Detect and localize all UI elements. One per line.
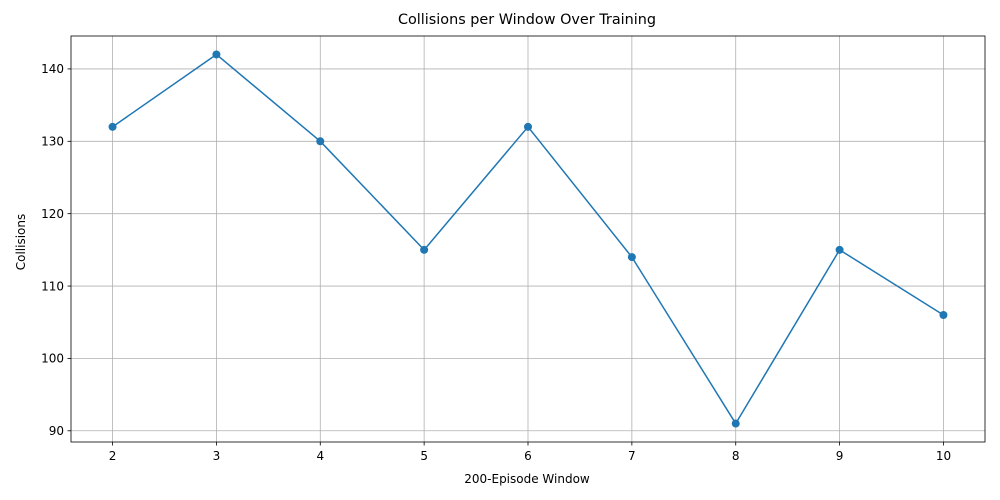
y-tick-label: 100	[41, 352, 64, 366]
data-point	[108, 122, 117, 131]
x-tick-label: 4	[316, 449, 324, 463]
data-point	[524, 122, 532, 131]
data-point	[835, 245, 844, 254]
x-tick-label: 5	[420, 449, 428, 463]
data-point	[939, 310, 948, 319]
y-axis-ticks: 90 100 110 120 130 140	[41, 62, 71, 438]
x-axis-label: 200-Episode Window	[464, 472, 590, 486]
y-tick-label: 120	[41, 207, 64, 221]
data-point	[420, 245, 429, 254]
x-tick-label: 3	[213, 449, 221, 463]
x-tick-label: 2	[109, 449, 117, 463]
grid	[71, 36, 985, 442]
data-point	[212, 50, 221, 59]
x-tick-label: 9	[836, 449, 844, 463]
data-point	[627, 253, 636, 262]
data-point	[731, 419, 740, 428]
plot-frame	[70, 35, 986, 443]
y-axis-label: Collisions	[14, 214, 28, 271]
y-tick-label: 130	[41, 135, 64, 149]
x-tick-label: 8	[732, 449, 740, 463]
chart-title: Collisions per Window Over Training	[398, 12, 656, 28]
series-group	[108, 50, 948, 428]
x-tick-label: 10	[936, 449, 951, 463]
y-tick-label: 140	[41, 62, 64, 76]
y-tick-label: 90	[49, 424, 64, 438]
x-tick-label: 6	[524, 449, 532, 463]
data-point	[316, 137, 325, 146]
x-axis-ticks: 2 3 4 5 6 7 8 9 10	[109, 442, 951, 463]
y-tick-label: 110	[41, 279, 64, 293]
x-tick-label: 7	[628, 449, 636, 463]
